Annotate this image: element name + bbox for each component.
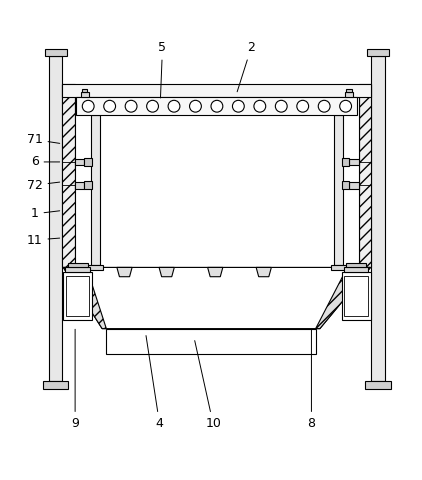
Circle shape xyxy=(189,100,201,112)
Bar xyxy=(359,84,371,267)
Polygon shape xyxy=(208,267,223,276)
Text: 6: 6 xyxy=(31,156,60,168)
Bar xyxy=(91,115,100,265)
Circle shape xyxy=(318,100,330,112)
Circle shape xyxy=(168,100,180,112)
Bar xyxy=(331,265,346,270)
Text: 71: 71 xyxy=(27,133,60,146)
Bar xyxy=(81,92,89,97)
Bar xyxy=(66,276,89,316)
Bar xyxy=(43,382,68,389)
Circle shape xyxy=(254,100,266,112)
Bar xyxy=(84,181,92,190)
Circle shape xyxy=(125,100,137,112)
Bar xyxy=(346,89,352,92)
Bar xyxy=(49,57,62,382)
Polygon shape xyxy=(117,267,132,276)
Text: 72: 72 xyxy=(27,179,60,192)
Bar xyxy=(345,92,353,97)
Text: 9: 9 xyxy=(71,329,79,430)
Text: 11: 11 xyxy=(27,233,60,247)
Bar xyxy=(82,89,87,92)
Bar xyxy=(371,57,385,382)
Bar xyxy=(342,181,349,190)
Circle shape xyxy=(104,100,116,112)
Bar xyxy=(349,158,359,165)
Text: 5: 5 xyxy=(159,41,166,98)
Bar xyxy=(365,382,391,389)
Bar xyxy=(75,158,84,165)
Bar xyxy=(106,329,316,354)
Bar xyxy=(76,97,357,115)
Bar xyxy=(349,182,359,189)
Circle shape xyxy=(147,100,159,112)
Bar xyxy=(75,96,359,267)
Text: 4: 4 xyxy=(146,336,163,430)
Bar xyxy=(75,182,84,189)
Circle shape xyxy=(82,100,94,112)
Bar xyxy=(62,84,75,267)
Polygon shape xyxy=(63,267,106,329)
Circle shape xyxy=(275,100,287,112)
Bar xyxy=(65,266,90,272)
Bar xyxy=(367,49,389,57)
Bar xyxy=(342,272,371,320)
Circle shape xyxy=(340,100,352,112)
Bar xyxy=(84,158,92,166)
Text: 10: 10 xyxy=(195,341,221,430)
Text: 8: 8 xyxy=(308,329,315,430)
Bar xyxy=(62,84,371,96)
Bar xyxy=(334,115,343,265)
Circle shape xyxy=(297,100,308,112)
Text: 2: 2 xyxy=(237,41,255,92)
Bar xyxy=(68,263,88,266)
Bar xyxy=(45,49,67,57)
Circle shape xyxy=(233,100,244,112)
Bar xyxy=(63,272,92,320)
Bar xyxy=(344,266,368,272)
Bar xyxy=(88,265,103,270)
Bar xyxy=(342,158,349,166)
Circle shape xyxy=(211,100,223,112)
Polygon shape xyxy=(316,267,371,329)
Bar xyxy=(346,263,366,266)
Polygon shape xyxy=(63,267,371,329)
Polygon shape xyxy=(256,267,271,276)
Bar xyxy=(344,276,368,316)
Polygon shape xyxy=(159,267,174,276)
Text: 1: 1 xyxy=(31,207,60,220)
